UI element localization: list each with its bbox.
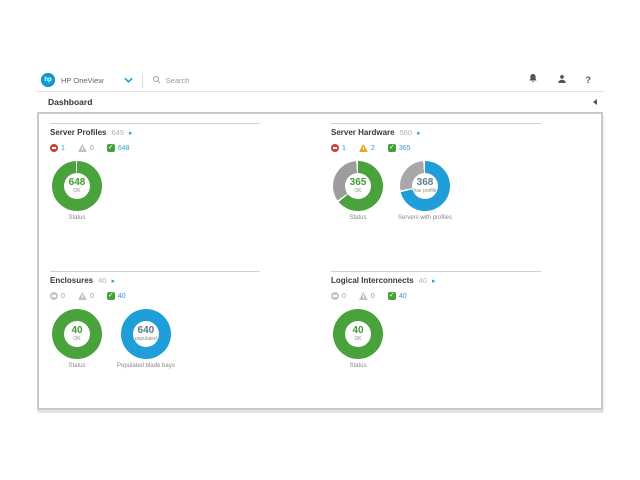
donut-chart[interactable]: 648 OK xyxy=(52,161,102,211)
panel-logical-interconnects: Logical Interconnects 40 ▸ 0 0 4 xyxy=(320,262,601,410)
donut-chart[interactable]: 40 OK xyxy=(333,309,383,359)
ok-count[interactable]: 365 xyxy=(387,144,411,152)
ok-icon xyxy=(387,292,396,300)
donut-servers-with-profiles: 368 has profile Servers with profiles xyxy=(398,161,452,222)
panel-count: 40 xyxy=(418,276,428,285)
warning-count[interactable]: 2 xyxy=(358,144,375,152)
panel-title: Server Profiles xyxy=(50,128,107,137)
hp-logo-icon[interactable]: hp xyxy=(41,73,55,87)
arrow-right-icon: ▸ xyxy=(417,130,421,137)
panel-count: 40 xyxy=(98,276,107,285)
search-box[interactable] xyxy=(152,71,528,89)
page-title: Dashboard xyxy=(48,96,93,107)
donut-label: Status xyxy=(349,215,367,221)
arrow-right-icon: ▸ xyxy=(111,278,115,285)
collapse-left-icon[interactable] xyxy=(593,98,597,105)
donut-chart[interactable]: 368 has profile xyxy=(400,161,451,211)
donut-chart[interactable]: 640 populated xyxy=(120,309,171,359)
critical-icon xyxy=(50,292,58,300)
help-icon[interactable]: ? xyxy=(585,74,592,85)
topbar-divider xyxy=(141,72,143,88)
user-icon[interactable] xyxy=(557,71,567,89)
warning-icon xyxy=(77,292,87,300)
ok-count[interactable]: 40 xyxy=(106,292,126,300)
search-input[interactable] xyxy=(165,75,466,85)
ok-count[interactable]: 648 xyxy=(106,144,130,152)
status-row: 0 0 40 xyxy=(50,292,300,300)
critical-icon xyxy=(331,292,339,300)
dashboard-content: Server Profiles 649 ▸ 1 0 648 xyxy=(37,112,603,410)
warning-icon xyxy=(77,144,87,152)
ok-icon xyxy=(387,144,396,152)
critical-count[interactable]: 1 xyxy=(331,144,346,152)
ok-count[interactable]: 40 xyxy=(387,292,407,300)
ok-icon xyxy=(106,144,115,152)
panel-enclosures: Enclosures 40 ▸ 0 0 40 xyxy=(39,262,320,410)
donut-populated-blade-bays: 640 populated Populated blade bays xyxy=(117,309,175,370)
enclosures-link[interactable]: Enclosures 40 ▸ xyxy=(50,276,115,285)
donut-status: 365 OK Status xyxy=(331,161,385,222)
arrow-right-icon: ▸ xyxy=(129,130,133,137)
donut-label: Status xyxy=(68,363,86,369)
panel-title: Enclosures xyxy=(50,276,94,285)
donut-chart[interactable]: 40 OK xyxy=(52,309,102,359)
status-row: 1 2 365 xyxy=(331,144,581,152)
chevron-down-icon[interactable] xyxy=(124,77,133,83)
logical-interconnects-link[interactable]: Logical Interconnects 40 ▸ xyxy=(331,276,436,285)
donut-status: 40 OK Status xyxy=(331,309,385,370)
panel-title: Logical Interconnects xyxy=(331,276,414,285)
warning-count[interactable]: 0 xyxy=(77,144,94,152)
panel-count: 649 xyxy=(111,128,124,137)
status-row: 0 0 40 xyxy=(331,292,581,300)
panel-server-hardware: Server Hardware 560 ▸ 1 2 365 xyxy=(320,114,601,262)
topbar-actions: ? xyxy=(528,71,592,89)
donut-label: Servers with profiles xyxy=(398,215,453,221)
critical-count[interactable]: 0 xyxy=(50,292,65,300)
status-row: 1 0 648 xyxy=(50,144,300,152)
donut-label: Status xyxy=(68,215,86,221)
critical-icon xyxy=(50,144,58,152)
donut-label: Populated blade bays xyxy=(117,363,175,369)
panel-count: 560 xyxy=(399,128,413,137)
app-window: hp HP OneView ? Dashboard xyxy=(35,69,605,413)
donut-status: 40 OK Status xyxy=(50,309,104,370)
warning-count[interactable]: 0 xyxy=(358,292,375,300)
top-bar: hp HP OneView ? xyxy=(35,69,605,92)
arrow-right-icon: ▸ xyxy=(432,278,436,285)
warning-icon xyxy=(358,144,368,152)
bell-icon[interactable] xyxy=(528,71,538,89)
warning-count[interactable]: 0 xyxy=(77,292,94,300)
nav-bar: Dashboard xyxy=(35,92,605,111)
donut-status: 648 OK Status xyxy=(50,161,104,222)
warning-icon xyxy=(358,292,368,300)
server-profiles-link[interactable]: Server Profiles 649 ▸ xyxy=(50,128,133,137)
critical-count[interactable]: 0 xyxy=(331,292,346,300)
panel-title: Server Hardware xyxy=(331,128,395,137)
donut-label: Status xyxy=(349,363,367,369)
hp-logo-text: hp xyxy=(44,77,52,83)
search-icon xyxy=(152,71,161,89)
server-hardware-link[interactable]: Server Hardware 560 ▸ xyxy=(331,128,421,137)
ok-icon xyxy=(106,292,115,300)
donut-chart[interactable]: 365 OK xyxy=(333,161,383,211)
critical-count[interactable]: 1 xyxy=(50,144,65,152)
critical-icon xyxy=(331,144,339,152)
brand-label: HP OneView xyxy=(61,75,104,85)
panel-server-profiles: Server Profiles 649 ▸ 1 0 648 xyxy=(39,114,320,262)
